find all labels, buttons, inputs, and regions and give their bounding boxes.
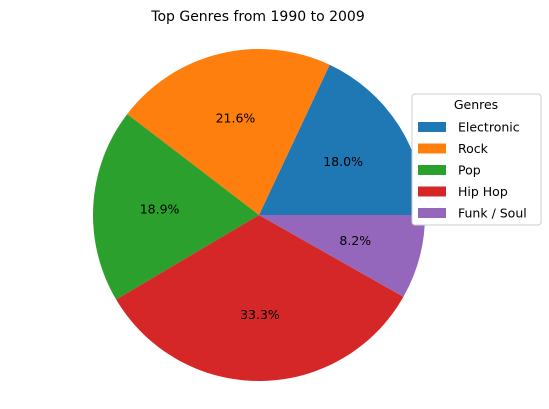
- legend-swatch: [418, 165, 446, 175]
- pie-slice-rock: [127, 49, 330, 215]
- pie-percent-label: 33.3%: [240, 307, 280, 322]
- legend-label: Funk / Soul: [458, 206, 527, 221]
- legend-swatch: [418, 208, 446, 218]
- pie-slice-pop: [93, 114, 259, 300]
- pie-percent-label: 21.6%: [216, 111, 256, 126]
- pie-percent-label: 18.9%: [140, 202, 180, 217]
- legend-swatch: [418, 143, 446, 154]
- pie-slices: [93, 49, 425, 381]
- pie-percent-label: 8.2%: [339, 233, 371, 248]
- legend-title: Genres: [454, 97, 498, 112]
- legend-label: Rock: [458, 141, 489, 156]
- legend-label: Hip Hop: [458, 184, 508, 199]
- legend-swatch: [418, 186, 446, 197]
- pie-percent-labels: 18.0% 21.6% 18.9% 33.3% 8.2%: [140, 111, 372, 322]
- legend-label: Electronic: [458, 120, 520, 135]
- pie-slice-hip-hop: [116, 215, 404, 381]
- legend-swatch: [418, 122, 446, 132]
- chart-title: Top Genres from 1990 to 2009: [150, 9, 364, 25]
- legend-label: Pop: [458, 163, 481, 178]
- pie-slice-funk-soul: [259, 215, 425, 297]
- legend: Genres Electronic Rock Pop Hip Hop Funk / So…: [411, 93, 542, 226]
- pie-percent-label: 18.0%: [323, 154, 363, 169]
- pie-slice-electronic: [259, 64, 425, 215]
- legend-items: Electronic Rock Pop Hip Hop Funk / Soul: [418, 120, 527, 221]
